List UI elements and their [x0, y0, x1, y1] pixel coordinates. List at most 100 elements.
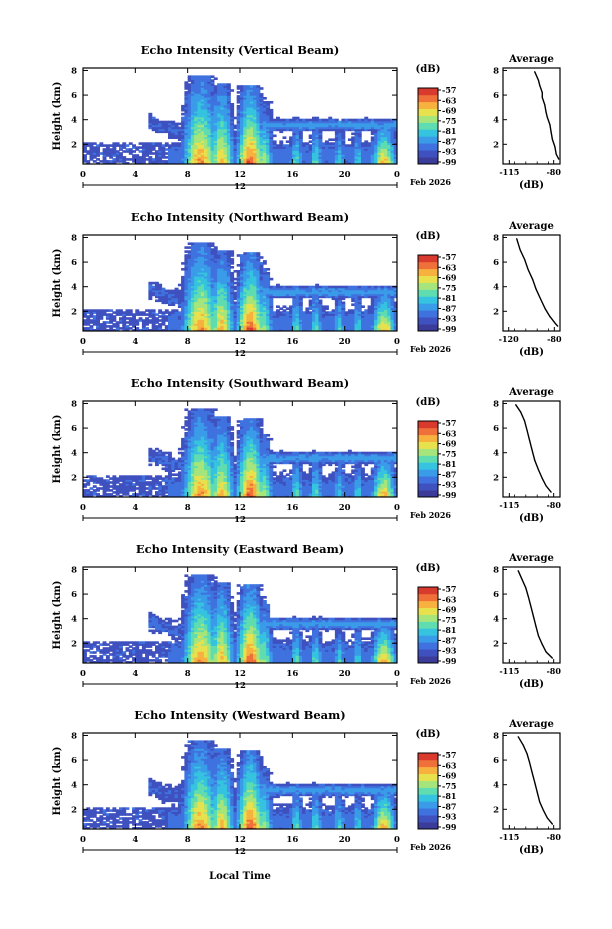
heatmap-cell	[302, 323, 306, 326]
heatmap-cell	[119, 311, 123, 314]
heatmap-cell	[204, 124, 208, 128]
heatmap-cell	[246, 256, 251, 259]
heatmap-cell	[393, 315, 397, 318]
heatmap-cell	[295, 323, 300, 326]
heatmap-cell	[168, 315, 172, 318]
heatmap-cell	[328, 142, 333, 145]
heatmap-cell	[341, 301, 346, 305]
heatmap-cell	[207, 124, 212, 128]
heatmap	[83, 408, 397, 497]
heatmap-cell	[246, 148, 251, 151]
heatmap-cell	[279, 148, 284, 151]
heatmap-cell	[148, 455, 153, 459]
heatmap-cell	[266, 162, 271, 164]
heatmap-cell	[298, 120, 303, 124]
heatmap-cell	[380, 122, 385, 126]
heatmap-cell	[259, 313, 264, 316]
heatmap-cell	[177, 136, 182, 139]
heatmap-cell	[197, 305, 202, 308]
heatmap-cell	[230, 128, 235, 132]
heatmap-cell	[233, 291, 238, 295]
heatmap-cell	[177, 142, 182, 145]
heatmap-cell	[253, 162, 257, 164]
heatmap-cell	[230, 301, 235, 305]
heatmap-cell	[194, 116, 199, 120]
heatmap-cell	[164, 489, 169, 492]
heatmap-cell	[138, 485, 143, 488]
heatmap-cell	[194, 275, 199, 279]
heatmap-cell	[89, 325, 94, 328]
heatmap-cell	[194, 281, 199, 285]
heatmap-cell	[266, 293, 271, 297]
heatmap-cell	[200, 295, 205, 299]
heatmap-cell	[200, 315, 205, 318]
heatmap-cell	[194, 152, 199, 155]
heatmap-cell	[168, 483, 172, 486]
heatmap-cell	[210, 75, 215, 78]
heatmap-cell	[230, 140, 235, 143]
heatmap-cell	[253, 156, 257, 159]
heatmap-cell	[312, 329, 316, 331]
heatmap-cell	[213, 299, 218, 303]
heatmap-cell	[184, 273, 189, 277]
heatmap-cell	[194, 303, 199, 306]
heatmap-cell	[197, 77, 202, 80]
heatmap-cell	[181, 309, 185, 312]
heatmap-cell	[190, 289, 195, 293]
heatmap-cell	[249, 130, 254, 134]
heatmap-cell	[171, 136, 176, 139]
heatmap-cell	[377, 134, 382, 138]
heatmap-cell	[226, 317, 231, 320]
heatmap-cell	[292, 321, 297, 324]
heatmap-cell	[289, 118, 293, 122]
heatmap-cell	[135, 148, 140, 151]
average-profile-point	[516, 238, 518, 240]
heatmap-cell	[292, 162, 297, 164]
heatmap-cell	[305, 291, 310, 295]
heatmap-cell	[262, 327, 267, 330]
heatmap-cell	[181, 291, 185, 295]
heatmap-cell	[145, 477, 149, 480]
heatmap-cell	[233, 303, 238, 306]
heatmap-cell	[357, 315, 362, 318]
heatmap-cell	[289, 126, 293, 130]
heatmap-cell	[171, 156, 176, 159]
heatmap-cell	[119, 485, 123, 488]
heatmap-cell	[334, 130, 339, 134]
panel-1: Echo Intensity (Northward Beam)2468Heigh…	[52, 210, 562, 359]
heatmap-cell	[351, 297, 356, 301]
heatmap-cell	[243, 120, 248, 124]
heatmap-cell	[390, 295, 395, 299]
heatmap-cell	[243, 309, 248, 312]
heatmap-cell	[119, 491, 123, 494]
heatmap-cell	[318, 150, 323, 153]
heatmap-cell	[197, 313, 202, 316]
heatmap-cell	[246, 87, 251, 90]
heatmap-cell	[289, 327, 293, 330]
heatmap-cell	[194, 132, 199, 136]
heatmap-cell	[347, 122, 352, 126]
heatmap-cell	[240, 140, 244, 143]
heatmap-cell	[246, 140, 251, 143]
heatmap-cell	[249, 160, 254, 163]
heatmap-cell	[181, 154, 185, 157]
heatmap-cell	[370, 150, 375, 153]
heatmap-cell	[187, 118, 192, 122]
heatmap-cell	[318, 158, 323, 161]
heatmap-cell	[105, 475, 110, 478]
heatmap-cell	[155, 158, 159, 161]
heatmap-cell	[312, 140, 316, 143]
heatmap-cell	[151, 319, 156, 322]
heatmap-cell	[230, 114, 235, 118]
heatmap-cell	[380, 323, 385, 326]
heatmap-cell	[148, 281, 153, 285]
heatmap-cell	[246, 150, 251, 153]
heatmap-cell	[161, 477, 166, 480]
heatmap-cell	[259, 140, 264, 143]
heatmap-cell	[315, 134, 320, 138]
heatmap-cell	[207, 273, 212, 277]
heatmap-cell	[347, 289, 352, 293]
heatmap-cell	[86, 309, 91, 312]
heatmap-cell	[357, 144, 362, 147]
heatmap-cell	[259, 321, 264, 324]
